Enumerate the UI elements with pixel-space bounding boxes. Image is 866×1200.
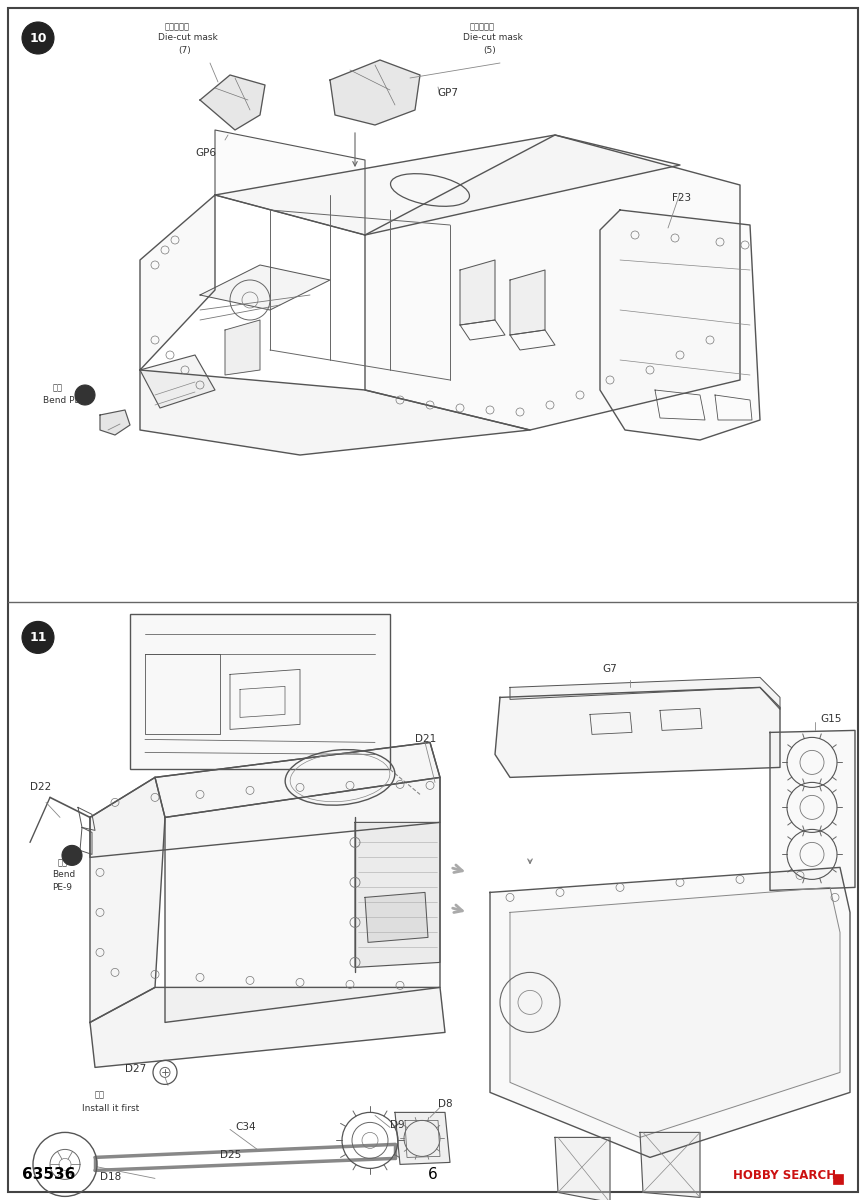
Polygon shape (90, 778, 165, 1022)
Polygon shape (460, 260, 495, 325)
Text: 11: 11 (29, 631, 47, 644)
Circle shape (22, 22, 54, 54)
Text: GP7: GP7 (437, 88, 458, 98)
Text: 《遮盖纸》: 《遮盖纸》 (470, 22, 495, 31)
Text: Die-cut mask: Die-cut mask (158, 32, 217, 42)
Text: D9: D9 (390, 1121, 404, 1130)
Polygon shape (355, 822, 440, 967)
Polygon shape (510, 270, 545, 335)
Text: 弯曲: 弯曲 (53, 383, 63, 392)
Text: Die-cut mask: Die-cut mask (463, 32, 523, 42)
Polygon shape (770, 731, 855, 890)
Text: D25: D25 (220, 1151, 242, 1160)
Polygon shape (640, 1133, 700, 1198)
Bar (833, 1174, 843, 1184)
Polygon shape (495, 688, 780, 778)
Polygon shape (155, 743, 440, 817)
Polygon shape (510, 677, 780, 709)
Text: (5): (5) (483, 46, 495, 55)
Polygon shape (365, 134, 740, 430)
Polygon shape (100, 410, 130, 434)
Text: Bend PE-6: Bend PE-6 (43, 396, 89, 404)
Text: D21: D21 (415, 734, 436, 744)
Text: 先装: 先装 (95, 1091, 105, 1099)
Text: F23: F23 (672, 193, 691, 203)
Polygon shape (165, 778, 440, 1022)
Polygon shape (600, 210, 760, 440)
Polygon shape (200, 265, 330, 310)
Polygon shape (510, 888, 840, 1138)
Polygon shape (140, 194, 215, 370)
Polygon shape (140, 370, 530, 455)
Text: 弯曲: 弯曲 (58, 858, 68, 868)
Polygon shape (395, 1112, 450, 1164)
Polygon shape (90, 743, 440, 857)
Text: G7: G7 (603, 665, 617, 674)
Polygon shape (365, 893, 428, 942)
Bar (130, 614, 390, 769)
Polygon shape (215, 130, 365, 235)
Text: H: H (836, 1176, 841, 1182)
Circle shape (75, 385, 95, 404)
Text: Bend: Bend (52, 870, 75, 880)
Text: GP6: GP6 (195, 148, 216, 158)
Text: Install it first: Install it first (82, 1104, 139, 1114)
Polygon shape (140, 355, 215, 408)
Polygon shape (200, 74, 265, 130)
Polygon shape (90, 988, 445, 1068)
Text: 《遮盖纸》: 《遮盖纸》 (165, 22, 190, 31)
Circle shape (62, 845, 82, 865)
Text: 63536: 63536 (22, 1166, 75, 1182)
Text: G15: G15 (820, 714, 842, 725)
Polygon shape (490, 868, 850, 1157)
Text: HOBBY SEARCH: HOBBY SEARCH (733, 1169, 836, 1182)
Polygon shape (145, 654, 220, 734)
Text: PE-9: PE-9 (52, 883, 72, 893)
Polygon shape (555, 1138, 610, 1200)
Polygon shape (330, 60, 420, 125)
Text: C34: C34 (235, 1122, 255, 1133)
Polygon shape (230, 670, 300, 730)
Circle shape (22, 622, 54, 653)
Text: D8: D8 (438, 1099, 453, 1110)
Text: 10: 10 (29, 31, 47, 44)
Text: D22: D22 (30, 782, 51, 792)
Text: D18: D18 (100, 1172, 121, 1182)
Text: 6: 6 (428, 1166, 438, 1182)
Polygon shape (225, 320, 260, 374)
Text: (7): (7) (178, 46, 191, 55)
Polygon shape (215, 134, 680, 235)
Text: D27: D27 (125, 1064, 146, 1074)
